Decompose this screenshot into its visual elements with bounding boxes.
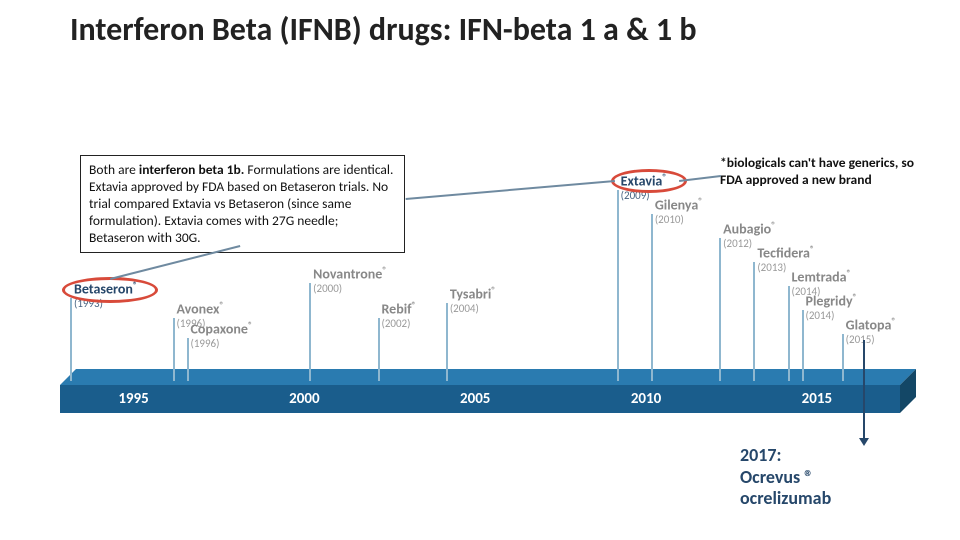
page-title: Interferon Beta (IFNB) drugs: IFN-beta 1… (70, 10, 696, 49)
drug-label-novantrone: Novantrone®(2000) (313, 265, 387, 295)
axis-tick-2015: 2015 (802, 390, 832, 408)
axis-tick-2005: 2005 (460, 390, 490, 408)
stem-novantrone (309, 283, 311, 381)
stem-betaseron (70, 298, 72, 381)
stem-lemtrada (788, 286, 790, 381)
oval-extavia (611, 169, 687, 193)
stem-plegridy (802, 310, 804, 381)
oval-betaseron (62, 277, 158, 303)
note-2017-ocrevus: 2017: Ocrevus ® ocrelizumab (740, 445, 940, 510)
axis-tick-2010: 2010 (631, 390, 661, 408)
drug-label-glatopa: Glatopa®(2015) (846, 316, 896, 346)
stem-extavia (617, 190, 619, 381)
arrow-2017 (863, 340, 865, 440)
axis-tick-2000: 2000 (289, 390, 319, 408)
stem-tysabri (446, 303, 448, 381)
stem-gilenya (651, 214, 653, 381)
note-2017-line3: ocrelizumab (740, 487, 831, 509)
connector-2 (679, 175, 721, 182)
axis-tick-1995: 1995 (118, 390, 148, 408)
note-2017-line1: 2017: (740, 444, 781, 466)
drug-label-copaxone: Copaxone®(1996) (191, 320, 253, 350)
callout-betaseron-extavia: Both are interferon beta 1b. Formulation… (80, 155, 405, 253)
drug-label-rebif: Rebif®(2002) (382, 300, 417, 330)
stem-glatopa (842, 334, 844, 381)
stem-tecfidera (753, 262, 755, 381)
drug-label-tysabri: Tysabri®(2004) (450, 285, 496, 315)
stem-rebif (378, 318, 380, 381)
note-2017-line2: Ocrevus ® (740, 466, 813, 488)
connector-1 (405, 180, 615, 200)
stem-aubagio (719, 238, 721, 381)
callout-biologicals: *biologicals can't have generics, so FDA… (720, 155, 930, 189)
stem-copaxone (187, 338, 189, 381)
stem-avonex (173, 318, 175, 381)
drug-label-gilenya: Gilenya®(2010) (655, 196, 703, 226)
